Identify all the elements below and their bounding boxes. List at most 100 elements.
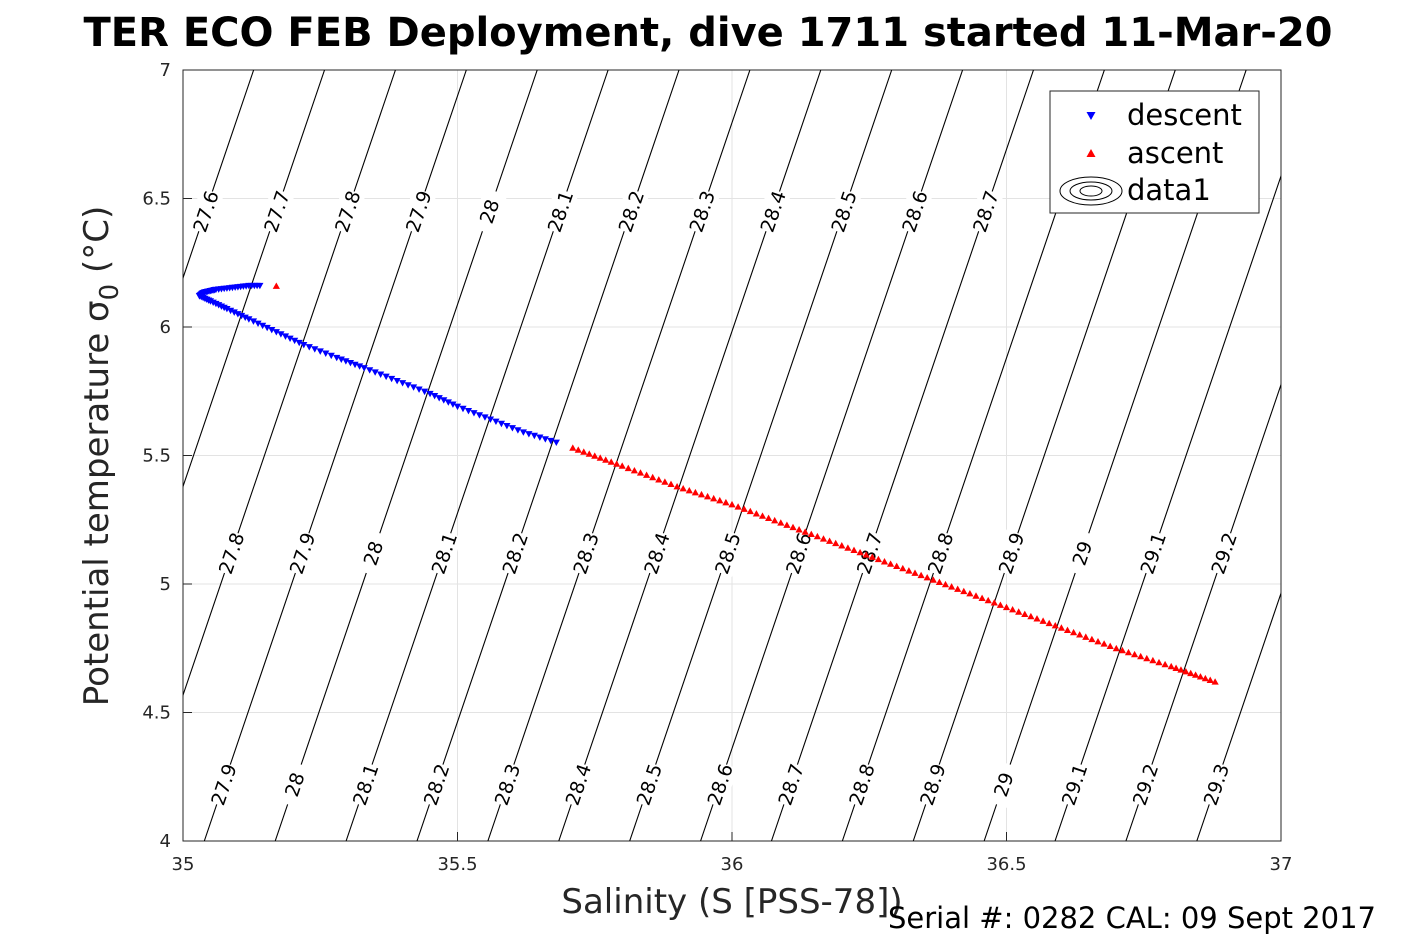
descent-marker (404, 382, 412, 389)
contour-label-gap (1063, 529, 1101, 577)
contour-label-gap (187, 187, 224, 236)
descent-marker (519, 429, 527, 436)
ascent-marker (862, 551, 870, 558)
ascent-marker (923, 574, 931, 581)
contour-label: 28.1 (428, 530, 462, 577)
contour-label: 28.2 (499, 530, 533, 577)
density-contour-line (1054, 174, 1281, 841)
x-axis-label: Salinity (S [PSS-78]) (561, 882, 902, 922)
contour-label-gap (541, 187, 579, 236)
density-contour-line (1125, 382, 1281, 841)
ascent-marker (643, 471, 651, 478)
descent-marker (342, 358, 350, 365)
contour-label-gap (843, 760, 880, 809)
descent-marker (366, 367, 374, 374)
ascent-marker (734, 503, 742, 510)
descent-marker (322, 350, 330, 357)
descent-marker (311, 346, 319, 353)
descent-marker (234, 311, 242, 318)
ascent-marker (1021, 610, 1029, 617)
descent-marker (475, 412, 484, 419)
ascent-marker (972, 592, 980, 599)
contour-label-gap (754, 187, 791, 236)
descent-marker (254, 320, 262, 327)
contour-label: 28.7 (774, 761, 808, 808)
contour-label: 27.9 (286, 530, 320, 577)
contour-label-gap (329, 187, 366, 236)
ascent-marker (1106, 642, 1114, 649)
contour-label-gap (258, 187, 295, 236)
legend-data1-contour-icon (1059, 176, 1123, 206)
ascent-marker (1051, 622, 1059, 629)
ascent-marker (679, 484, 687, 492)
contour-label-gap (922, 529, 959, 577)
descent-marker (327, 352, 335, 360)
ascent-marker (795, 526, 803, 533)
ascent-marker (580, 448, 588, 455)
contour-label: 28.5 (633, 761, 667, 808)
y-tick-label: 4.5 (142, 703, 171, 724)
ascent-marker (911, 569, 919, 576)
contour-label-gap (418, 760, 455, 809)
ascent-marker (1039, 617, 1047, 624)
descent-marker (346, 359, 355, 367)
y-tick-label: 5 (160, 574, 171, 595)
descent-marker (245, 316, 253, 323)
y-axis-label: Potential temperature σ0 (°C) (77, 206, 125, 706)
ascent-marker (1082, 633, 1090, 640)
ascent-marker (685, 486, 693, 494)
descent-marker (295, 339, 303, 347)
ascent-marker (1182, 667, 1190, 675)
contour-label: 27.9 (207, 761, 241, 808)
ascent-marker (856, 548, 864, 556)
descent-marker (241, 314, 249, 321)
descent-marker (459, 405, 467, 413)
contour-label-gap (559, 760, 597, 809)
descent-marker (382, 373, 390, 381)
legend-ascent-label: ascent (1127, 136, 1223, 170)
ascent-marker (704, 492, 712, 500)
y-tick-label: 6 (160, 317, 171, 338)
contour-label: 28.4 (756, 188, 790, 235)
contour-label-gap (354, 529, 392, 577)
contour-label: 29.1 (1058, 761, 1092, 808)
x-tick-label: 36 (721, 854, 744, 875)
descent-marker (470, 410, 478, 417)
ascent-marker (716, 496, 724, 504)
contour-label-gap (496, 529, 533, 577)
contour-label: 27.6 (189, 188, 223, 235)
ascent-marker (1045, 619, 1053, 627)
ascent-marker (740, 505, 748, 512)
descent-marker (486, 416, 495, 423)
ascent-marker (1094, 637, 1102, 645)
contour-label-gap (1134, 529, 1171, 577)
contour-label-gap (213, 529, 250, 577)
legend-descent-label: descent (1127, 98, 1242, 132)
descent-marker (351, 361, 359, 369)
descent-marker (277, 331, 285, 338)
ascent-marker (789, 523, 797, 531)
descent-marker (399, 380, 407, 387)
ascent-marker (758, 512, 767, 519)
contour-label-gap (276, 760, 313, 809)
contour-label: 28.4 (640, 530, 674, 577)
legend-data1-label: data1 (1127, 173, 1211, 207)
chart-title: TER ECO FEB Deployment, dive 1711 starte… (83, 10, 1332, 56)
ascent-marker (649, 473, 657, 481)
ascent-marker (850, 546, 858, 554)
density-contour-line (1196, 591, 1281, 841)
contour-label-gap (205, 760, 242, 809)
ascent-marker (844, 544, 852, 551)
ascent-marker (1100, 640, 1108, 647)
ascent-marker (1076, 631, 1084, 638)
descent-marker (514, 427, 522, 434)
contour-label-gap (851, 529, 888, 577)
y-axis-label-subscript: 0 (95, 284, 125, 301)
ascent-marker (1027, 612, 1035, 620)
descent-marker (420, 388, 429, 396)
contour-label: 28.3 (686, 188, 720, 235)
ascent-marker (1155, 658, 1163, 666)
descent-marker (541, 436, 549, 443)
descent-marker (464, 407, 473, 415)
